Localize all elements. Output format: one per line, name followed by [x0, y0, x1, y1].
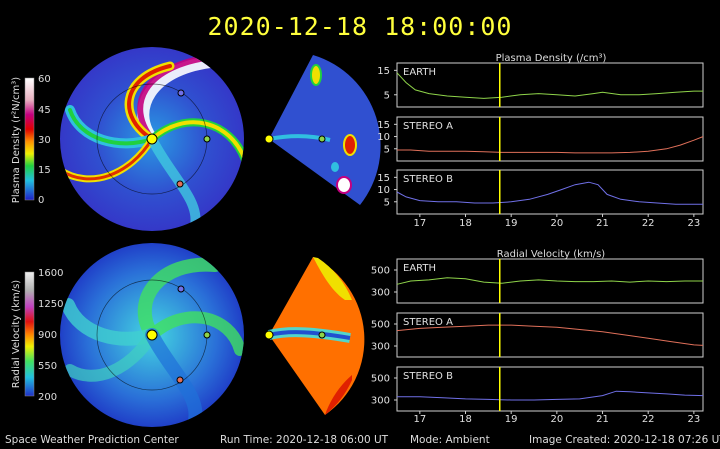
- velocity-tick: 1250: [38, 299, 63, 310]
- velocity-series-stereo-a: [396, 324, 704, 346]
- velocity-meridional-wedge: [264, 257, 365, 415]
- velocity-series-stereo-b: [397, 390, 704, 401]
- density-x-tick-label: 22: [642, 218, 655, 229]
- density-y-tick-label: 10: [377, 185, 390, 196]
- density-series-stereo-a: [397, 136, 704, 154]
- velocity-x-tick-label: 18: [459, 414, 472, 425]
- density-panel-label: STEREO B: [403, 174, 453, 185]
- velocity-y-tick-label: 300: [371, 342, 390, 353]
- velocity-tick: 900: [38, 330, 57, 341]
- density-y-tick-label: 5: [384, 90, 390, 101]
- density-panel-frame: [396, 62, 704, 108]
- density-ecliptic-disc: [60, 47, 244, 231]
- density-x-tick-label: 17: [413, 218, 426, 229]
- footer-mode: Mode: Ambient: [410, 434, 490, 446]
- velocity-colorbar-label: Radial Velocity (km/s): [11, 280, 22, 388]
- stereo-b-marker: [177, 89, 185, 97]
- density-x-tick-label: 20: [550, 218, 563, 229]
- density-y-tick-label: 10: [377, 132, 390, 143]
- velocity-x-tick-label: 23: [687, 414, 700, 425]
- footer-run-time: Run Time: 2020-12-18 06:00 UT: [220, 434, 389, 446]
- velocity-x-tick-label: 20: [550, 414, 563, 425]
- velocity-chart-title: Radial Velocity (km/s): [497, 249, 605, 260]
- velocity-x-tick-label: 21: [596, 414, 609, 425]
- velocity-x-tick-label: 22: [642, 414, 655, 425]
- velocity-panel-label: STEREO A: [403, 317, 453, 328]
- density-panel-label: STEREO A: [403, 121, 453, 132]
- velocity-x-tick-label: 17: [413, 414, 426, 425]
- density-y-tick-label: 15: [377, 173, 390, 184]
- velocity-ecliptic-disc: [60, 243, 244, 427]
- density-tick: 15: [38, 165, 51, 176]
- density-tick: 45: [38, 105, 51, 116]
- density-chart-title: Plasma Density (/cm³): [496, 53, 607, 64]
- density-meridional-wedge: [264, 55, 381, 205]
- density-tick: 30: [38, 135, 51, 146]
- density-tick: 60: [38, 74, 51, 85]
- density-y-tick-label: 15: [377, 66, 390, 77]
- velocity-y-tick-label: 500: [371, 320, 390, 331]
- density-y-tick-label: 15: [377, 120, 390, 131]
- velocity-tick: 200: [38, 392, 57, 403]
- density-series-stereo-b: [396, 181, 703, 205]
- velocity-panel-label: EARTH: [403, 263, 436, 274]
- earth-marker: [203, 135, 211, 143]
- footer-org: Space Weather Prediction Center: [5, 434, 179, 446]
- density-x-tick-label: 23: [687, 218, 700, 229]
- sun-marker: [146, 133, 158, 145]
- density-panel-frame: [396, 116, 704, 162]
- velocity-colorbar: Radial Velocity (km/s) 1600 1250 900 550…: [11, 268, 63, 403]
- density-y-tick-label: 5: [384, 144, 390, 155]
- density-series-earth: [396, 72, 703, 99]
- footer-image-created: Image Created: 2020-12-18 07:26 UT: [529, 434, 720, 446]
- density-tick: 0: [38, 195, 44, 206]
- velocity-y-tick-label: 300: [371, 288, 390, 299]
- density-y-tick-label: 5: [384, 197, 390, 208]
- density-x-tick-label: 19: [505, 218, 518, 229]
- velocity-tick: 1600: [38, 268, 63, 279]
- velocity-series-earth: [396, 277, 703, 285]
- velocity-panel-frame: [396, 312, 704, 358]
- velocity-y-tick-label: 500: [371, 374, 390, 385]
- density-panel-label: EARTH: [403, 67, 436, 78]
- density-colorbar-label: Plasma Density (r²N/cm³): [11, 77, 22, 204]
- timestamp-title: 2020-12-18 18:00:00: [207, 12, 513, 41]
- stereo-a-marker: [176, 180, 184, 188]
- density-colorbar: Plasma Density (r²N/cm³) 60 45 30 15 0: [11, 74, 51, 206]
- density-x-tick-label: 18: [459, 218, 472, 229]
- velocity-y-tick-label: 500: [371, 266, 390, 277]
- density-x-tick-label: 21: [596, 218, 609, 229]
- velocity-tick: 550: [38, 361, 57, 372]
- velocity-chart: EARTH 500 300 STEREO A 500 300 STEREO B 500 300 1…: [371, 258, 704, 425]
- velocity-x-tick-label: 19: [505, 414, 518, 425]
- velocity-panel-frame: [396, 366, 704, 412]
- velocity-y-tick-label: 300: [371, 396, 390, 407]
- velocity-panel-label: STEREO B: [403, 371, 453, 382]
